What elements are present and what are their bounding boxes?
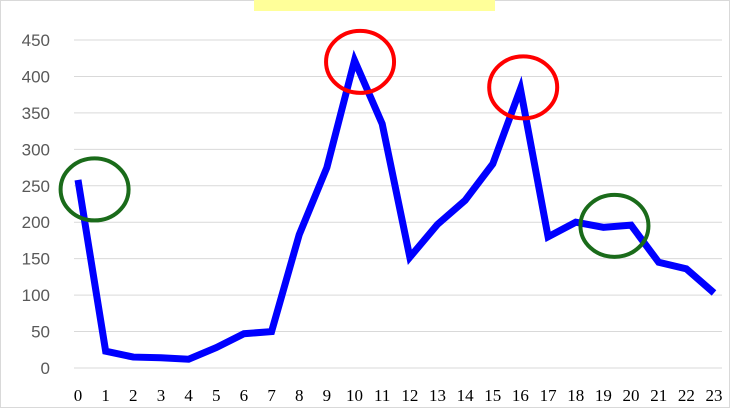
x-tick-label: 6 (240, 386, 249, 405)
x-axis-ticks: 0 1 2 3 4 5 6 7 8 9 10 11 12 13 14 15 16 17 18 19 20 21 22 23 (74, 386, 723, 405)
y-tick-label: 100 (22, 286, 50, 305)
x-tick-label: 17 (540, 386, 558, 405)
x-tick-label: 13 (429, 386, 446, 405)
y-axis-ticks: 0 50 100 150 200 250 300 350 400 450 (22, 31, 50, 378)
y-tick-label: 150 (22, 250, 50, 269)
annotation-circle (487, 54, 560, 121)
x-tick-label: 5 (212, 386, 221, 405)
y-tick-label: 50 (31, 323, 50, 342)
x-tick-label: 19 (595, 386, 612, 405)
x-tick-label: 3 (157, 386, 166, 405)
series-lines (74, 49, 717, 363)
title-highlight-box (254, 0, 495, 11)
x-tick-label: 8 (295, 386, 304, 405)
x-tick-label: 9 (323, 386, 332, 405)
series-line (74, 49, 717, 363)
y-tick-label: 0 (41, 359, 50, 378)
y-tick-label: 200 (22, 213, 50, 232)
x-tick-label: 1 (101, 386, 110, 405)
y-tick-label: 450 (22, 31, 50, 50)
annotation-circle (324, 28, 397, 95)
x-tick-label: 10 (346, 386, 363, 405)
x-tick-label: 21 (650, 386, 667, 405)
x-tick-label: 0 (74, 386, 83, 405)
y-tick-label: 350 (22, 104, 50, 123)
x-tick-label: 16 (512, 386, 529, 405)
y-tick-label: 250 (22, 177, 50, 196)
x-tick-label: 15 (484, 386, 501, 405)
annotations (58, 28, 651, 259)
x-tick-label: 18 (567, 386, 584, 405)
x-tick-label: 12 (401, 386, 418, 405)
x-tick-label: 2 (129, 386, 138, 405)
y-tick-label: 400 (22, 67, 50, 86)
x-tick-label: 4 (184, 386, 193, 405)
x-tick-label: 14 (457, 386, 475, 405)
x-tick-label: 20 (623, 386, 640, 405)
x-tick-label: 11 (374, 386, 390, 405)
annotation-circle (578, 192, 651, 259)
annotation-circle (58, 156, 131, 223)
x-tick-label: 22 (678, 386, 695, 405)
x-tick-label: 23 (706, 386, 723, 405)
y-tick-label: 300 (22, 140, 50, 159)
x-tick-label: 7 (267, 386, 276, 405)
